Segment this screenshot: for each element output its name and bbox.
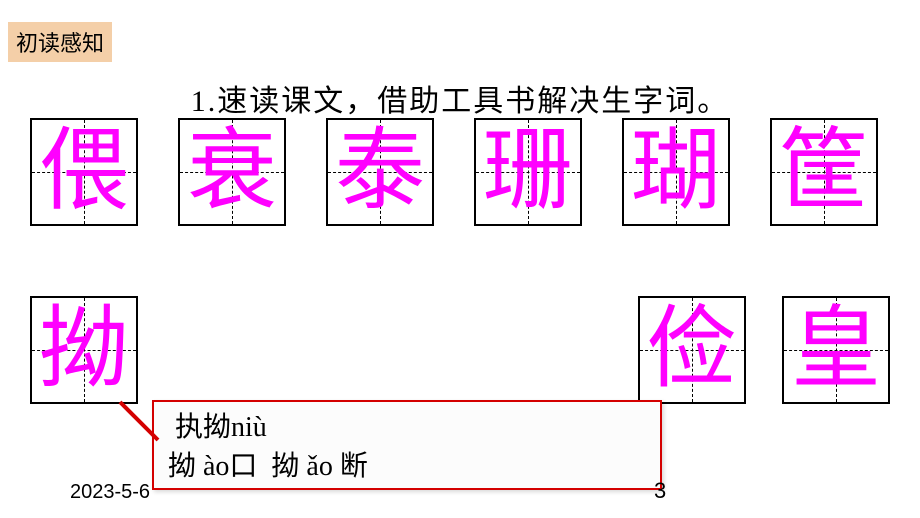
char-glyph: 泰 [335, 127, 425, 217]
char-glyph: 珊 [483, 127, 573, 217]
char-box: 拗 [30, 296, 138, 404]
char-box: 珊 [474, 118, 582, 226]
annotation-line-1: 执拗niù [168, 408, 646, 447]
char-box: 筐 [770, 118, 878, 226]
char-box: 偎 [30, 118, 138, 226]
character-row-2: 拗 俭 皇 [30, 296, 890, 404]
footer-page-number: 3 [654, 478, 666, 504]
row-spacer [138, 296, 638, 404]
footer-date: 2023-5-6 [70, 481, 150, 504]
char-box: 瑚 [622, 118, 730, 226]
row2-right-group: 俭 皇 [638, 296, 890, 404]
char-glyph: 衰 [187, 127, 277, 217]
section-badge: 初读感知 [8, 22, 112, 62]
char-glyph: 筐 [779, 127, 869, 217]
instruction-heading: 1.速读课文，借助工具书解决生字词。 [0, 76, 920, 120]
char-box: 泰 [326, 118, 434, 226]
pronunciation-annotation-box: 执拗niù 拗 ào口 拗 ǎo 断 [152, 400, 662, 490]
char-glyph: 皇 [791, 305, 881, 395]
annotation-connector-line [118, 400, 168, 448]
char-glyph: 俭 [647, 305, 737, 395]
char-box: 俭 [638, 296, 746, 404]
char-glyph: 拗 [39, 305, 129, 395]
char-glyph: 偎 [39, 127, 129, 217]
char-box: 衰 [178, 118, 286, 226]
annotation-line-2: 拗 ào口 拗 ǎo 断 [168, 447, 646, 486]
char-box: 皇 [782, 296, 890, 404]
character-row-1: 偎 衰 泰 珊 瑚 筐 [30, 118, 878, 226]
char-glyph: 瑚 [631, 127, 721, 217]
